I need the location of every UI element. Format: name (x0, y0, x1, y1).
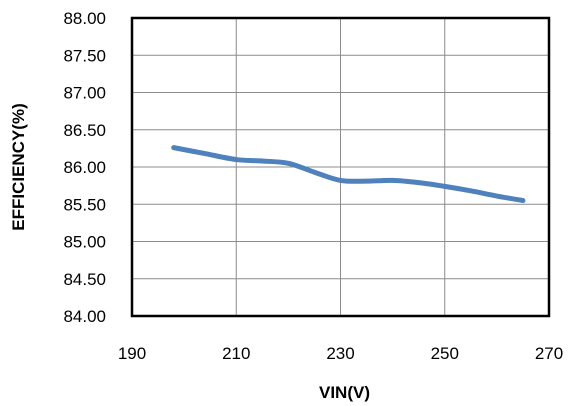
x-tick-label: 210 (222, 344, 250, 363)
x-tick-label: 190 (118, 344, 146, 363)
y-tick-label: 84.00 (63, 307, 106, 326)
y-tick-label: 87.50 (63, 46, 106, 65)
y-tick-label: 84.50 (63, 270, 106, 289)
x-tick-label: 270 (535, 344, 563, 363)
x-axis-label: VIN(V) (319, 383, 370, 402)
y-tick-label: 85.50 (63, 195, 106, 214)
x-tick-label: 250 (431, 344, 459, 363)
y-tick-label: 87.00 (63, 84, 106, 103)
x-tick-label: 230 (326, 344, 354, 363)
y-tick-label: 86.50 (63, 121, 106, 140)
series-layer (171, 145, 526, 204)
grid-lines (131, 17, 550, 317)
y-tick-label: 86.00 (63, 158, 106, 177)
y-tick-labels: 84.00 84.50 85.00 85.50 86.00 86.50 87.00 87.50… (63, 9, 106, 326)
y-axis-label: EFFICIENCY(%) (9, 103, 28, 231)
y-tick-label: 85.00 (63, 233, 106, 252)
x-tick-labels: 190 210 230 250 270 (118, 344, 563, 363)
plot-area-frame (130, 16, 551, 318)
y-tick-label: 88.00 (63, 9, 106, 28)
efficiency-series-line (171, 145, 526, 204)
